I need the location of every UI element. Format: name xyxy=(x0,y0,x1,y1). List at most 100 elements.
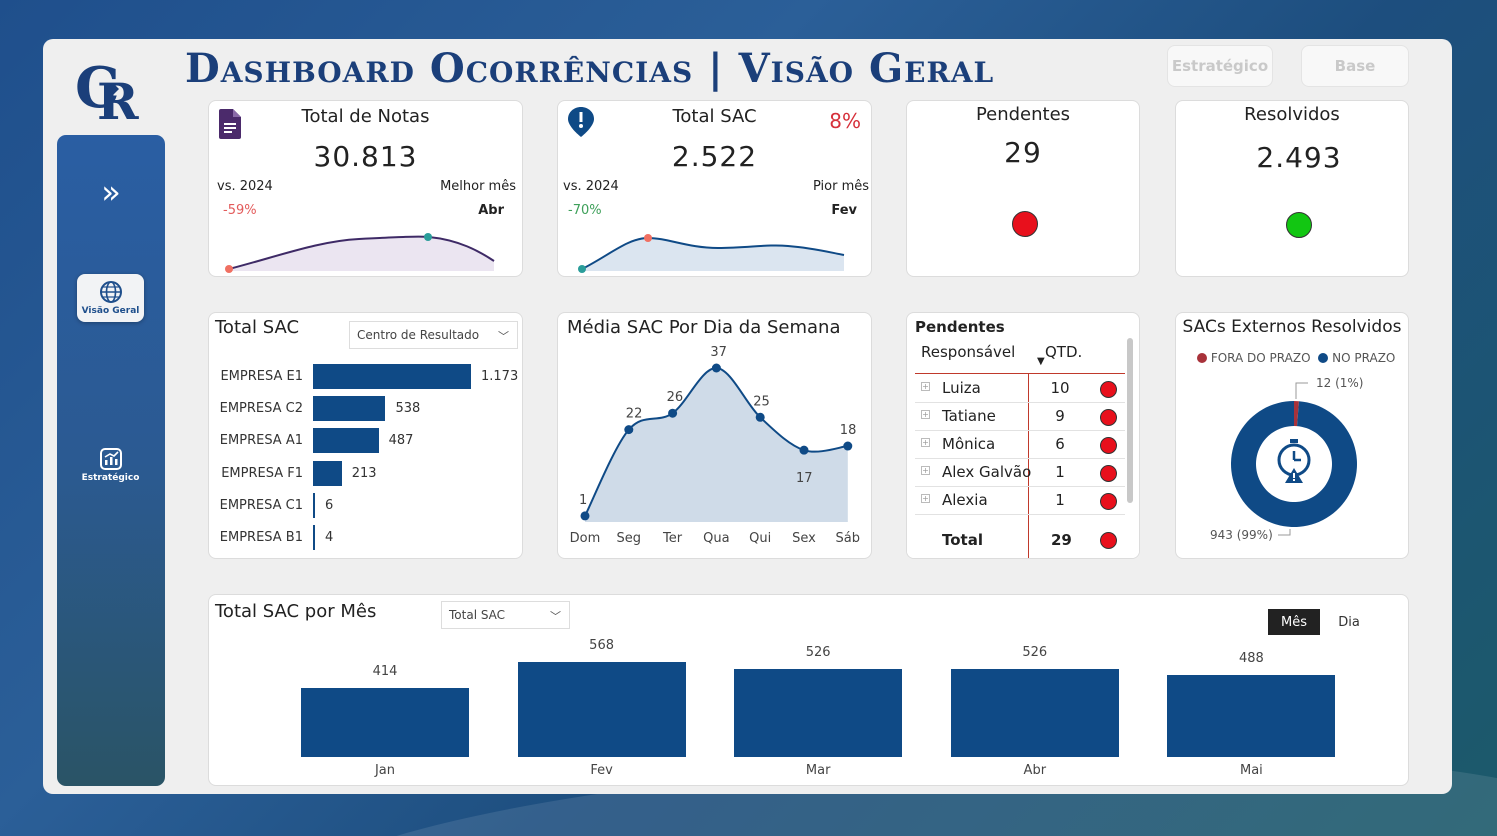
data-point[interactable] xyxy=(799,445,809,455)
col-qtd-header[interactable]: QTD. xyxy=(1045,343,1083,361)
month-value-label: 414 xyxy=(372,663,398,679)
slice-label-fora-prazo: 12 (1%) xyxy=(1316,376,1363,390)
table-total-row: Total 29 xyxy=(907,525,1139,558)
data-label: 1 xyxy=(579,493,587,508)
month-tick-label: Fev xyxy=(590,763,613,778)
data-point[interactable] xyxy=(711,363,721,373)
column-divider xyxy=(1028,373,1029,553)
expand-row-icon[interactable]: + xyxy=(921,410,930,419)
pendentes-table-title: Pendentes xyxy=(915,318,1005,336)
empresa-bar[interactable] xyxy=(313,492,315,518)
externos-card: SACs Externos Resolvidos FORA DO PRAZO N… xyxy=(1175,312,1409,559)
empresa-bar[interactable] xyxy=(313,525,315,550)
leader-line xyxy=(1295,382,1308,399)
sac-por-empresa-title: Total SAC xyxy=(215,317,300,338)
centro-resultado-dropdown-value: Centro de Resultado xyxy=(357,328,480,342)
kpi-total-sac-card: Total SAC 8% 2.522 vs. 2024 -70% Pior mê… xyxy=(557,100,872,277)
leader-line xyxy=(1278,529,1291,536)
total-sac-dropdown[interactable]: Total SAC ﹀ xyxy=(441,601,570,629)
table-row[interactable]: + Alex Galvão 1 xyxy=(915,459,1125,487)
data-point[interactable] xyxy=(668,408,678,418)
responsavel-name: Alex Galvão xyxy=(942,463,1032,481)
row-status-indicator xyxy=(1100,409,1117,426)
globe-icon xyxy=(99,281,122,303)
responsavel-name: Tatiane xyxy=(942,407,996,425)
data-point[interactable] xyxy=(580,511,590,521)
month-tick-label: Mai xyxy=(1239,763,1263,778)
bar-category-label: EMPRESA F1 xyxy=(221,465,303,481)
table-row[interactable]: + Tatiane 9 xyxy=(915,403,1125,431)
expand-row-icon[interactable]: + xyxy=(921,438,930,447)
month-value-label: 526 xyxy=(805,645,831,661)
empresa-bar[interactable] xyxy=(313,428,379,454)
company-logo: C R xyxy=(75,55,139,123)
expand-row-icon[interactable]: + xyxy=(921,494,930,503)
total-status-indicator xyxy=(1100,532,1117,549)
responsavel-name: Luiza xyxy=(942,379,981,397)
data-point[interactable] xyxy=(843,441,853,451)
page-title: Dashboard Ocorrências | Visão Geral xyxy=(185,45,995,92)
chart-icon xyxy=(99,448,122,470)
qtd-value: 9 xyxy=(1055,407,1065,425)
kpi-total-sac-badge: 8% xyxy=(829,109,861,133)
sparkline-start-point xyxy=(225,265,233,273)
expand-row-icon[interactable]: + xyxy=(921,382,930,391)
bar-category-label: EMPRESA C2 xyxy=(219,401,303,417)
sac-por-empresa-card: Total SAC Centro de Resultado ﹀ EMPRESA … xyxy=(208,312,523,559)
nav-estrategico-label: Estratégico xyxy=(81,473,140,483)
month-bar[interactable] xyxy=(301,687,469,757)
data-label: 37 xyxy=(710,345,727,360)
row-separator xyxy=(915,430,1125,431)
centro-resultado-dropdown[interactable]: Centro de Resultado ﹀ xyxy=(349,321,518,349)
nav-estrategico[interactable]: Estratégico xyxy=(77,441,144,489)
empresa-bar[interactable] xyxy=(313,396,386,422)
nav-visao-geral[interactable]: Visão Geral xyxy=(77,274,144,322)
media-semana-card: Média SAC Por Dia da Semana 1 Dom 22 Seg 26 T… xyxy=(557,312,872,559)
month-value-label: 488 xyxy=(1238,651,1264,667)
col-responsavel-header[interactable]: Responsável xyxy=(921,343,1016,361)
column-divider xyxy=(1028,525,1029,558)
slice-no-prazo[interactable] xyxy=(1231,401,1357,527)
toggle-mes[interactable]: Mês xyxy=(1268,609,1320,635)
month-bar[interactable] xyxy=(734,669,903,757)
month-bar[interactable] xyxy=(950,669,1119,757)
empresa-bar[interactable] xyxy=(313,460,342,486)
estrategico-button[interactable]: Estratégico xyxy=(1167,45,1273,87)
expand-chevron-icon[interactable]: » xyxy=(101,173,121,211)
table-row[interactable]: + Alexia 1 xyxy=(915,487,1125,515)
header-divider xyxy=(915,373,1125,374)
month-bar[interactable] xyxy=(517,662,686,757)
data-label: 25 xyxy=(753,394,770,409)
sort-desc-icon: ▼ xyxy=(1037,356,1045,367)
slice-fora-prazo[interactable] xyxy=(1294,401,1299,427)
pendentes-status-indicator xyxy=(1012,211,1038,237)
responsavel-name: Alexia xyxy=(942,491,988,509)
toggle-dia[interactable]: Dia xyxy=(1338,614,1360,630)
legend-no-prazo-marker xyxy=(1318,353,1329,363)
kpi-resolvidos-title: Resolvidos xyxy=(1244,104,1340,125)
expand-row-icon[interactable]: + xyxy=(921,466,930,475)
table-row[interactable]: + Mônica 6 xyxy=(915,431,1125,459)
resolvidos-status-indicator xyxy=(1286,212,1312,238)
row-status-indicator xyxy=(1100,381,1117,398)
bar-value-label: 4 xyxy=(325,530,334,545)
sparkline-best-point xyxy=(424,233,432,241)
table-scrollbar[interactable] xyxy=(1127,338,1133,503)
kpi-total-notas-value: 30.813 xyxy=(313,140,418,173)
bar-value-label: 213 xyxy=(351,465,377,481)
kpi-total-sac-compare-label: vs. 2024 xyxy=(563,179,619,194)
dashboard-canvas: C R Dashboard Ocorrências | Visão Geral … xyxy=(43,39,1452,794)
data-point[interactable] xyxy=(624,425,634,435)
data-point[interactable] xyxy=(755,412,765,422)
bar-value-label: 487 xyxy=(388,433,414,449)
month-value-label: 526 xyxy=(1022,645,1048,661)
row-separator xyxy=(915,514,1125,515)
month-bar[interactable] xyxy=(1167,675,1336,757)
data-label: 26 xyxy=(667,390,684,405)
table-row[interactable]: + Luiza 10 xyxy=(915,375,1125,403)
x-tick-label: Qui xyxy=(749,531,771,546)
bar-category-label: EMPRESA E1 xyxy=(220,369,303,384)
empresa-bar[interactable] xyxy=(313,364,471,389)
kpi-total-notas-title: Total de Notas xyxy=(301,106,430,127)
base-button[interactable]: Base xyxy=(1301,45,1409,87)
